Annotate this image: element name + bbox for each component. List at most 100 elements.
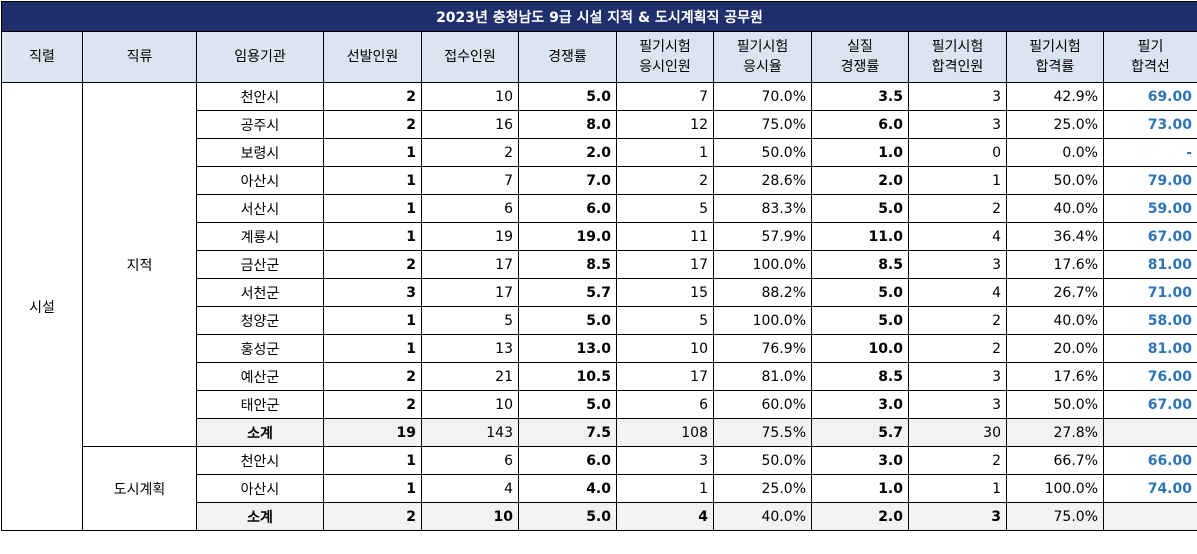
pass-count: 4	[909, 279, 1007, 307]
cutoff-score	[1104, 503, 1197, 531]
written-count: 11	[617, 223, 714, 251]
org-cell: 공주시	[197, 111, 324, 139]
real-competition-rate: 8.5	[812, 363, 909, 391]
org-cell: 아산시	[197, 475, 324, 503]
real-competition-rate: 1.0	[812, 475, 909, 503]
org-cell: 태안군	[197, 391, 324, 419]
written-count: 10	[617, 335, 714, 363]
competition-rate: 6.0	[519, 195, 617, 223]
cutoff-score	[1104, 419, 1197, 447]
org-cell: 계룡시	[197, 223, 324, 251]
attend-rate: 50.0%	[714, 447, 812, 475]
written-count: 1	[617, 475, 714, 503]
pass-rate: 75.0%	[1007, 503, 1104, 531]
real-competition-rate: 3.0	[812, 447, 909, 475]
pass-rate: 66.7%	[1007, 447, 1104, 475]
cutoff-score: 71.00	[1104, 279, 1197, 307]
cutoff-score: 73.00	[1104, 111, 1197, 139]
pass-rate: 50.0%	[1007, 167, 1104, 195]
pass-rate: 0.0%	[1007, 139, 1104, 167]
apply-count: 7	[422, 167, 519, 195]
cutoff-score: -	[1104, 139, 1197, 167]
cutoff-score: 69.00	[1104, 83, 1197, 111]
real-competition-rate: 11.0	[812, 223, 909, 251]
competition-rate: 5.0	[519, 307, 617, 335]
competition-rate: 5.0	[519, 503, 617, 531]
written-count: 1	[617, 139, 714, 167]
pass-count: 2	[909, 335, 1007, 363]
pass-count: 3	[909, 391, 1007, 419]
attend-rate: 88.2%	[714, 279, 812, 307]
pass-count: 0	[909, 139, 1007, 167]
org-cell: 서산시	[197, 195, 324, 223]
col-select-header: 선발인원	[324, 32, 422, 83]
select-count: 1	[324, 195, 422, 223]
competition-rate: 2.0	[519, 139, 617, 167]
written-count: 6	[617, 391, 714, 419]
attend-rate: 57.9%	[714, 223, 812, 251]
series-cell: 시설	[2, 83, 83, 531]
pass-rate: 17.6%	[1007, 251, 1104, 279]
select-count: 1	[324, 335, 422, 363]
pass-count: 1	[909, 167, 1007, 195]
select-count: 19	[324, 419, 422, 447]
select-count: 1	[324, 307, 422, 335]
attend-rate: 75.0%	[714, 111, 812, 139]
competition-rate: 5.0	[519, 391, 617, 419]
table-title: 2023년 충청남도 9급 시설 지적 & 도시계획직 공무원	[2, 2, 1197, 32]
pass-count: 3	[909, 111, 1007, 139]
competition-rate: 10.5	[519, 363, 617, 391]
pass-count: 3	[909, 363, 1007, 391]
real-competition-rate: 5.0	[812, 307, 909, 335]
real-competition-rate: 3.0	[812, 391, 909, 419]
real-competition-rate: 5.0	[812, 279, 909, 307]
pass-count: 3	[909, 251, 1007, 279]
attend-rate: 50.0%	[714, 139, 812, 167]
competition-rate: 19.0	[519, 223, 617, 251]
col-class-header: 직류	[83, 32, 197, 83]
apply-count: 4	[422, 475, 519, 503]
pass-rate: 25.0%	[1007, 111, 1104, 139]
apply-count: 19	[422, 223, 519, 251]
select-count: 2	[324, 363, 422, 391]
real-competition-rate: 8.5	[812, 251, 909, 279]
attend-rate: 40.0%	[714, 503, 812, 531]
select-count: 2	[324, 391, 422, 419]
pass-count: 3	[909, 83, 1007, 111]
pass-rate: 26.7%	[1007, 279, 1104, 307]
real-competition-rate: 5.7	[812, 419, 909, 447]
written-count: 3	[617, 447, 714, 475]
cutoff-score: 58.00	[1104, 307, 1197, 335]
class-cell: 도시계획	[83, 447, 197, 531]
competition-rate: 7.0	[519, 167, 617, 195]
attend-rate: 76.9%	[714, 335, 812, 363]
col-series-header: 직렬	[2, 32, 83, 83]
apply-count: 16	[422, 111, 519, 139]
cutoff-score: 59.00	[1104, 195, 1197, 223]
competition-rate: 5.7	[519, 279, 617, 307]
col-rate-header: 경쟁률	[519, 32, 617, 83]
org-cell: 천안시	[197, 83, 324, 111]
apply-count: 6	[422, 447, 519, 475]
cutoff-score: 67.00	[1104, 391, 1197, 419]
cutoff-score: 79.00	[1104, 167, 1197, 195]
pass-count: 3	[909, 503, 1007, 531]
apply-count: 5	[422, 307, 519, 335]
written-count: 7	[617, 83, 714, 111]
org-cell: 청양군	[197, 307, 324, 335]
select-count: 3	[324, 279, 422, 307]
attend-rate: 83.3%	[714, 195, 812, 223]
apply-count: 143	[422, 419, 519, 447]
apply-count: 10	[422, 83, 519, 111]
pass-rate: 27.8%	[1007, 419, 1104, 447]
attend-rate: 100.0%	[714, 307, 812, 335]
pass-rate: 100.0%	[1007, 475, 1104, 503]
pass-count: 4	[909, 223, 1007, 251]
pass-rate: 40.0%	[1007, 307, 1104, 335]
apply-count: 10	[422, 503, 519, 531]
